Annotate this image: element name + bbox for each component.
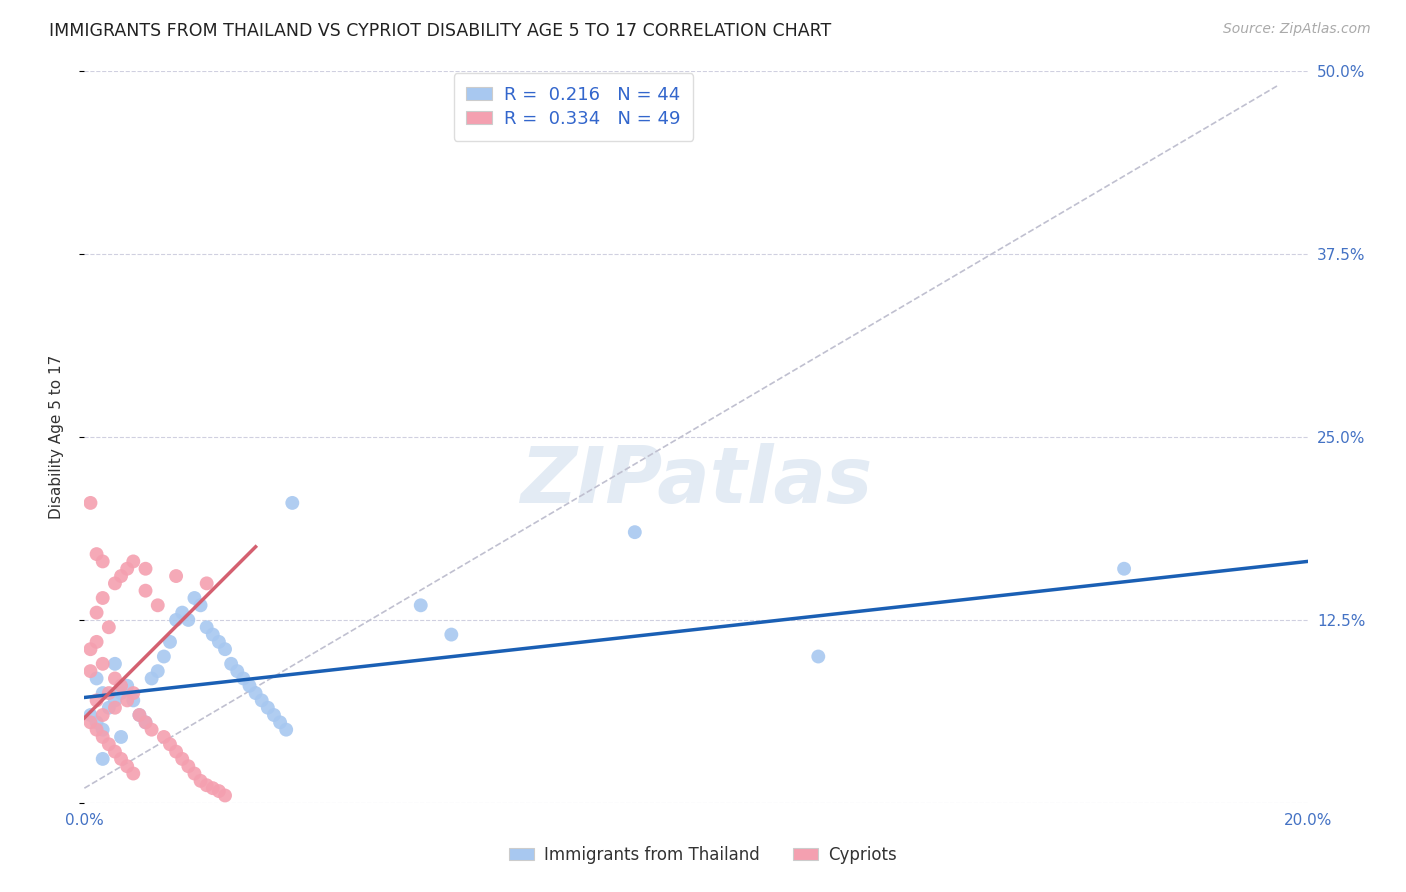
Point (91, 752, 114, 766)
Point (146, 664, 169, 678)
Point (281, 496, 304, 510)
Text: ZIPatlas: ZIPatlas (520, 443, 872, 519)
Point (79, 664, 101, 678)
Point (195, 778, 218, 792)
Point (177, 759, 200, 773)
Point (115, 562, 138, 576)
Point (141, 672, 163, 686)
Point (122, 686, 145, 700)
Point (208, 784, 231, 798)
Point (86, 723, 108, 737)
Point (440, 627, 463, 641)
Point (79, 496, 101, 510)
Point (97, 700, 120, 714)
Point (97, 620, 120, 634)
Point (165, 569, 187, 583)
Point (245, 686, 267, 700)
Point (104, 745, 127, 759)
Point (208, 635, 231, 649)
Point (250, 693, 273, 707)
Point (86, 606, 108, 620)
Point (269, 715, 291, 730)
Point (86, 672, 108, 686)
Point (807, 649, 830, 664)
Point (219, 657, 242, 671)
Point (104, 700, 127, 714)
Point (79, 642, 101, 657)
Point (135, 715, 157, 730)
Point (183, 766, 205, 780)
Point (110, 730, 132, 744)
Point (276, 723, 298, 737)
Point (190, 599, 212, 613)
Point (624, 525, 647, 540)
Point (201, 781, 224, 796)
Point (115, 693, 138, 707)
Point (79, 715, 101, 730)
Point (91, 708, 114, 723)
Y-axis label: Disability Age 5 to 17: Disability Age 5 to 17 (49, 355, 63, 519)
Point (115, 759, 138, 773)
Point (91, 686, 114, 700)
Point (86, 693, 108, 707)
Point (86, 715, 108, 730)
Text: IMMIGRANTS FROM THAILAND VS CYPRIOT DISABILITY AGE 5 TO 17 CORRELATION CHART: IMMIGRANTS FROM THAILAND VS CYPRIOT DISA… (49, 22, 831, 40)
Point (159, 737, 181, 751)
Point (201, 627, 224, 641)
Point (104, 693, 127, 707)
Point (104, 576, 127, 591)
Point (153, 730, 176, 744)
Legend: Immigrants from Thailand, Cypriots: Immigrants from Thailand, Cypriots (502, 839, 904, 871)
Point (122, 693, 145, 707)
Point (135, 715, 157, 730)
Point (110, 569, 132, 583)
Point (97, 737, 120, 751)
Point (409, 599, 432, 613)
Point (79, 708, 101, 723)
Point (177, 613, 200, 627)
Point (91, 730, 114, 744)
Point (122, 554, 145, 568)
Point (91, 591, 114, 605)
Point (195, 576, 218, 591)
Point (1114, 562, 1136, 576)
Point (104, 657, 127, 671)
Point (214, 789, 236, 803)
Point (110, 686, 132, 700)
Point (91, 723, 114, 737)
Point (122, 766, 145, 780)
Point (135, 583, 157, 598)
Point (172, 606, 194, 620)
Point (183, 591, 205, 605)
Point (263, 708, 285, 723)
Point (172, 752, 194, 766)
Text: Source: ZipAtlas.com: Source: ZipAtlas.com (1223, 22, 1371, 37)
Point (195, 620, 218, 634)
Point (165, 613, 187, 627)
Point (238, 679, 260, 693)
Point (115, 679, 138, 693)
Point (104, 672, 127, 686)
Point (110, 679, 132, 693)
Point (128, 708, 150, 723)
Point (110, 752, 132, 766)
Point (159, 635, 181, 649)
Point (214, 642, 236, 657)
Point (91, 657, 114, 671)
Point (232, 672, 254, 686)
Point (257, 700, 280, 714)
Point (165, 745, 187, 759)
Legend: R =  0.216   N = 44, R =  0.334   N = 49: R = 0.216 N = 44, R = 0.334 N = 49 (454, 73, 693, 141)
Point (153, 649, 176, 664)
Point (226, 664, 249, 678)
Point (190, 773, 212, 788)
Point (91, 554, 114, 568)
Point (141, 723, 163, 737)
Point (146, 599, 169, 613)
Point (86, 547, 108, 561)
Point (86, 635, 108, 649)
Point (135, 562, 157, 576)
Point (97, 686, 120, 700)
Point (128, 708, 150, 723)
